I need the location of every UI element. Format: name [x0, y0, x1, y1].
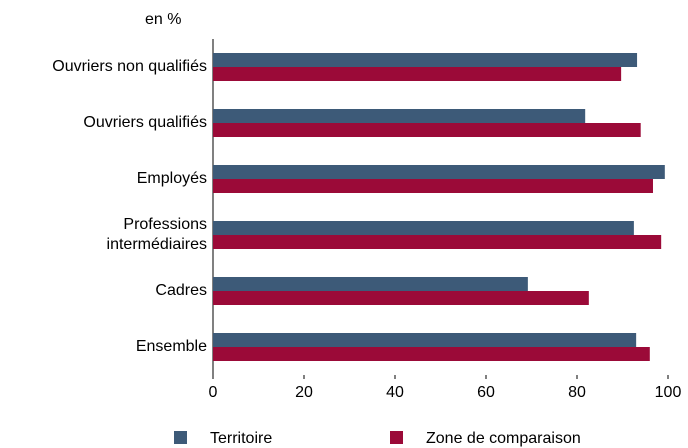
- bar: [213, 333, 637, 347]
- unit-label: en %: [145, 11, 181, 28]
- bar: [213, 123, 641, 137]
- y-tick-label: Professions intermédiaires: [107, 216, 207, 253]
- x-tick-label: 20: [295, 384, 313, 401]
- x-tick-label: 80: [568, 384, 586, 401]
- bar: [213, 277, 528, 291]
- y-tick-label: Employés: [137, 170, 207, 187]
- legend-swatch: [390, 431, 403, 444]
- bar: [213, 291, 589, 305]
- y-tick-label: Ensemble: [136, 338, 207, 355]
- bar: [213, 53, 638, 67]
- bar: [213, 109, 586, 123]
- bar: [213, 347, 650, 361]
- bar: [213, 67, 622, 81]
- x-tick-label: 100: [655, 384, 682, 401]
- bar: [213, 165, 665, 179]
- y-tick-label: Ouvriers non qualifiés: [52, 58, 207, 75]
- bar: [213, 221, 634, 235]
- bar: [213, 235, 662, 249]
- bar: [213, 179, 653, 193]
- legend-label: Zone de comparaison: [426, 430, 581, 447]
- x-tick-label: 40: [386, 384, 404, 401]
- x-tick-label: 60: [477, 384, 495, 401]
- legend-swatch: [174, 431, 187, 444]
- x-tick-label: 0: [209, 384, 218, 401]
- legend-label: Territoire: [210, 430, 272, 447]
- y-tick-label: Cadres: [155, 282, 207, 299]
- y-tick-label: Ouvriers qualifiés: [83, 114, 207, 131]
